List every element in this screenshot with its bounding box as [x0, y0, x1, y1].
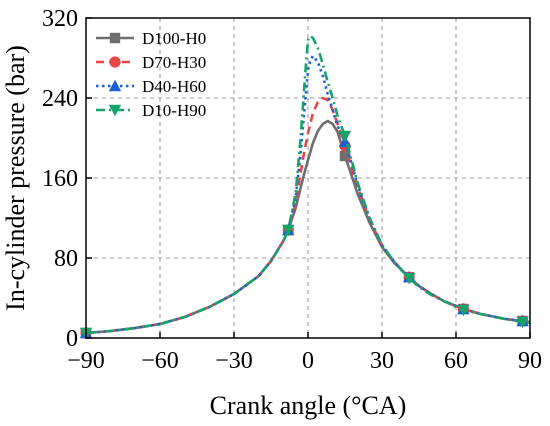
data-point-marker: [338, 130, 352, 143]
y-axis-label: In-cylinder pressure (bar): [1, 45, 30, 311]
legend-marker: [108, 79, 122, 92]
series-D70-H30: [80, 96, 531, 339]
y-tick-label: 0: [66, 326, 78, 352]
data-point-marker: [402, 273, 416, 285]
y-tick-label: 80: [54, 246, 78, 272]
data-point-marker: [282, 224, 295, 237]
legend-label: D70-H30: [142, 53, 206, 72]
legend-marker: [108, 104, 122, 117]
grid: [86, 18, 530, 338]
legend-label: D10-H90: [142, 101, 206, 120]
data-point-marker: [457, 304, 470, 317]
series-line: [85, 34, 531, 335]
x-tick-label: 0: [302, 348, 314, 374]
legend-item: D100-H0: [96, 29, 206, 48]
legend-label: D40-H60: [142, 77, 206, 96]
y-tick-label: 160: [42, 166, 78, 192]
legend-label: D100-H0: [142, 29, 206, 48]
x-tick-label: −60: [141, 348, 179, 374]
x-axis-label: Crank angle (°CA): [210, 391, 407, 420]
x-tick-label: −90: [67, 348, 105, 374]
data-point-marker: [516, 316, 529, 329]
y-tick-label: 240: [42, 86, 78, 112]
x-tick-label: 30: [370, 348, 394, 374]
legend-marker: [109, 32, 121, 44]
legend-item: D70-H30: [96, 53, 206, 72]
legend-item: D40-H60: [96, 77, 206, 96]
ticks: −90 −60 −30 0 30 60 90 0 80 160 240 320: [42, 6, 542, 374]
series-D10-H90: [79, 34, 531, 340]
series-line: [85, 96, 531, 335]
data-point-marker: [339, 150, 351, 162]
x-tick-label: 90: [518, 348, 542, 374]
series-layer: [79, 34, 531, 340]
legend: D100-H0 D70-H30 D40-H60 D10-H90: [96, 29, 206, 120]
x-tick-label: 60: [444, 348, 468, 374]
x-tick-label: −30: [215, 348, 253, 374]
legend-marker: [109, 56, 121, 68]
y-tick-label: 320: [42, 6, 78, 32]
legend-item: D10-H90: [96, 101, 206, 120]
